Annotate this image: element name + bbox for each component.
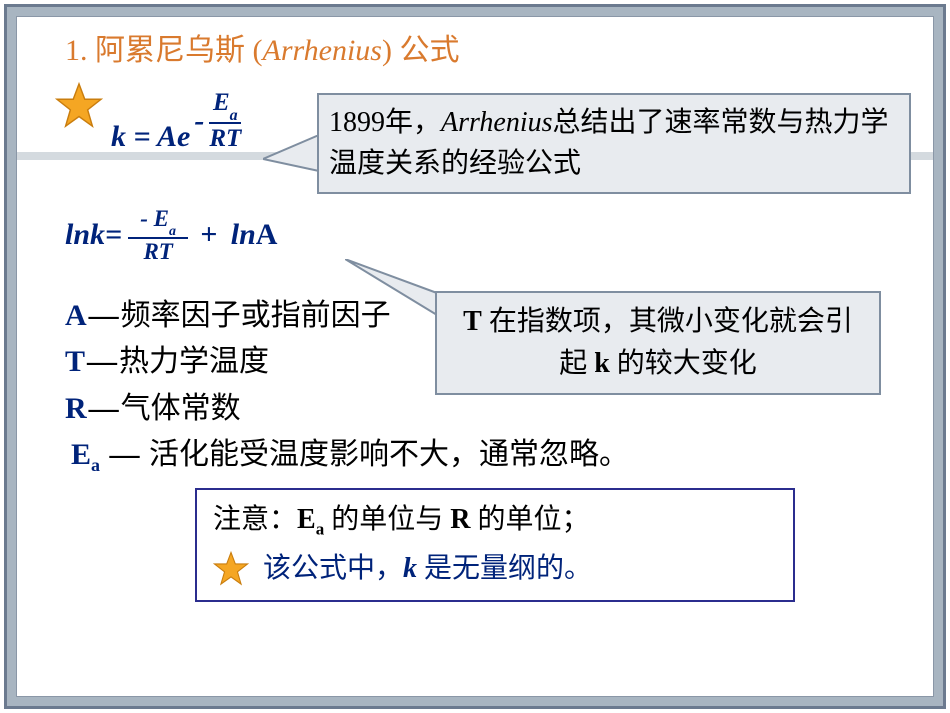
arrhenius-equation-exp: k = Ae - Ea RT <box>111 106 241 167</box>
eq2-ln: ln <box>65 218 90 252</box>
slide-title: 1. 阿累尼乌斯 (Arrhenius) 公式 <box>65 31 903 70</box>
eq2-plus: + <box>200 218 217 252</box>
callout2-T: T <box>463 306 482 337</box>
slide-content: 1. 阿累尼乌斯 (Arrhenius) 公式 k = Ae - Ea RT <box>17 17 933 696</box>
def-Ea: Ea — 活化能受温度影响不大，通常忽略。 <box>71 432 903 480</box>
note-line1: 注意：Ea 的单位与 R 的单位； <box>213 498 777 543</box>
callout2-k: k <box>594 348 610 379</box>
eq2-ln2: lnA <box>223 218 277 252</box>
title-latin: Arrhenius <box>263 34 382 67</box>
eq1-numerator: Ea <box>213 90 238 120</box>
eq1-lhs: k = Ae <box>111 120 190 154</box>
eq2-numerator: - Ea <box>140 207 176 236</box>
eq1-denominator: RT <box>209 126 241 151</box>
star-icon <box>213 551 249 587</box>
callout1-italic: Arrhenius <box>441 107 553 138</box>
slide-inner-frame: 1. 阿累尼乌斯 (Arrhenius) 公式 k = Ae - Ea RT <box>16 16 934 697</box>
eq2-fraction: - Ea RT <box>128 207 188 263</box>
eq2-k: k <box>90 218 105 252</box>
callout-t-sensitivity: T 在指数项，其微小变化就会引起 k 的较大变化 <box>435 291 881 395</box>
eq1-fraction: Ea RT <box>209 90 241 151</box>
note-line2-text: 该公式中，k 是无量纲的。 <box>263 547 592 590</box>
star-icon <box>55 82 103 130</box>
callout1-tail-icon <box>263 135 323 185</box>
note-box: 注意：Ea 的单位与 R 的单位； 该公式中，k 是无量纲的。 <box>195 488 795 602</box>
arrhenius-equation-ln: ln k = - Ea RT + lnA <box>65 207 277 263</box>
eq2-eq: = <box>105 218 122 252</box>
title-zh2: 公式 <box>399 34 459 67</box>
eq1-minus: - <box>194 104 204 138</box>
callout2-part2: 的较大变化 <box>610 348 757 379</box>
callout1-part1: 1899年， <box>329 107 441 138</box>
title-zh1: 阿累尼乌斯 <box>95 34 245 67</box>
title-number: 1. <box>65 34 95 67</box>
title-paren-open: ( <box>245 34 263 67</box>
callout2-tail-icon <box>345 259 441 315</box>
callout-history: 1899年，Arrhenius总结出了速率常数与热力学温度关系的经验公式 <box>317 93 911 194</box>
title-paren-close: ) <box>382 34 400 67</box>
eq2-denominator: RT <box>143 240 172 263</box>
slide-outer-frame: 1. 阿累尼乌斯 (Arrhenius) 公式 k = Ae - Ea RT <box>4 4 946 709</box>
note-line2: 该公式中，k 是无量纲的。 <box>213 547 777 590</box>
